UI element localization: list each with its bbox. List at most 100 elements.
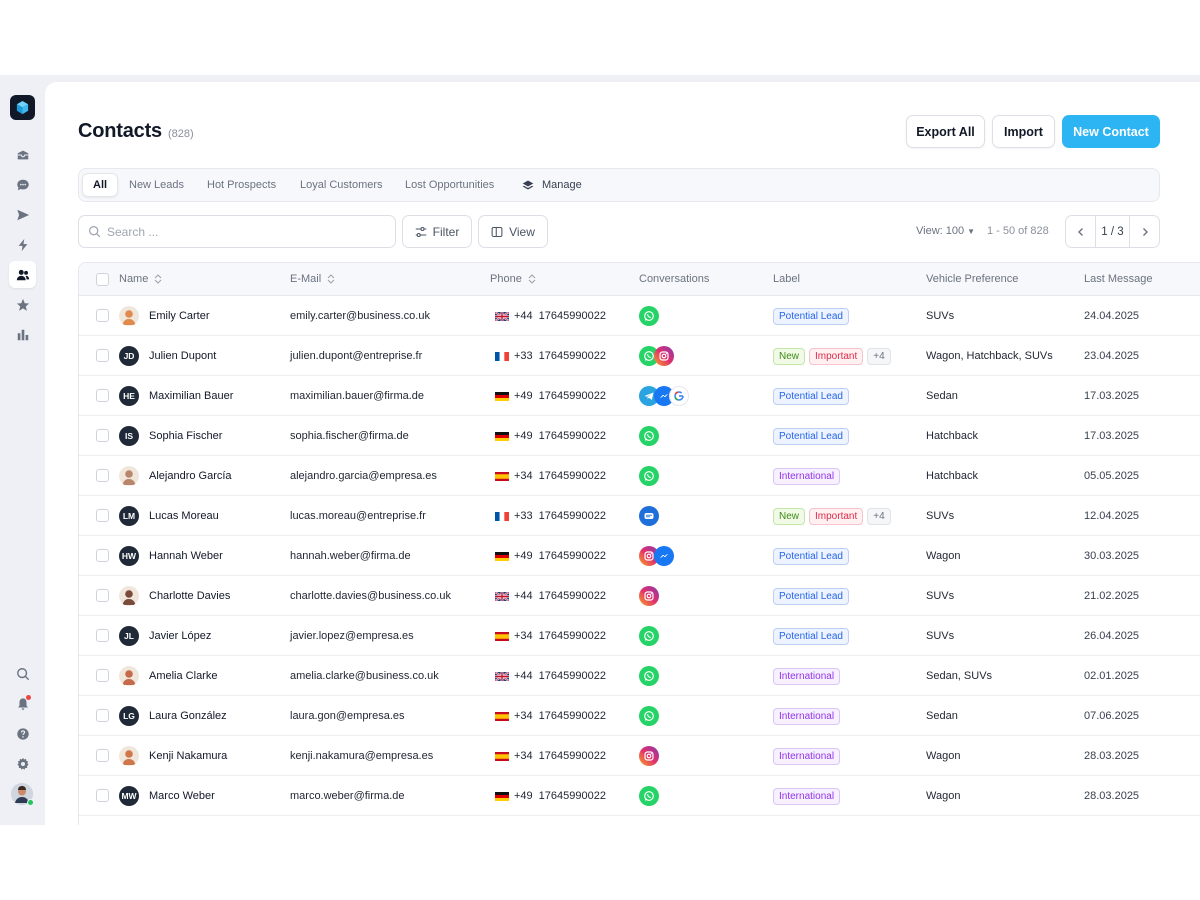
label-badge[interactable]: Important (809, 507, 864, 525)
contact-name[interactable]: Hannah Weber (149, 550, 223, 562)
label-badge[interactable]: International (773, 707, 841, 725)
sidebar-item-inbox[interactable] (9, 141, 36, 168)
table-row[interactable]: Kenji Nakamura kenji.nakamura@empresa.es +… (79, 736, 1200, 776)
whatsapp-icon[interactable] (639, 626, 659, 646)
messenger-icon[interactable] (654, 546, 674, 566)
table-row[interactable]: HE Maximilian Bauer maximilian.bauer@firma… (79, 376, 1200, 416)
contact-name[interactable]: Lucas Moreau (149, 510, 219, 522)
prev-page-button[interactable] (1066, 216, 1095, 247)
sidebar-settings[interactable] (9, 750, 36, 777)
tab-all[interactable]: All (82, 173, 119, 197)
instagram-icon[interactable] (639, 746, 659, 766)
row-checkbox[interactable] (96, 509, 109, 522)
sidebar-notifications[interactable] (9, 690, 36, 717)
view-button[interactable]: View (478, 215, 548, 248)
table-row[interactable]: JD Julien Dupont julien.dupont@entreprise.… (79, 336, 1200, 376)
whatsapp-icon[interactable] (639, 786, 659, 806)
row-checkbox[interactable] (96, 789, 109, 802)
user-avatar[interactable] (11, 783, 34, 806)
contact-name[interactable]: Amelia Clarke (149, 670, 218, 682)
search-input[interactable] (107, 224, 367, 239)
whatsapp-icon[interactable] (639, 426, 659, 446)
filter-button[interactable]: Filter (402, 215, 472, 248)
table-row[interactable]: JL Javier López javier.lopez@empresa.es +34… (79, 616, 1200, 656)
row-checkbox[interactable] (96, 349, 109, 362)
instagram-icon[interactable] (654, 346, 674, 366)
sidebar-item-campaigns[interactable] (9, 201, 36, 228)
tab-hot-prospects[interactable]: Hot Prospects (197, 173, 286, 197)
contact-name[interactable]: Maximilian Bauer (149, 390, 234, 402)
label-badge[interactable]: New (773, 347, 806, 365)
next-page-button[interactable] (1130, 216, 1159, 247)
sidebar-item-analytics[interactable] (9, 321, 36, 348)
label-badge[interactable]: International (773, 787, 841, 805)
sms-icon[interactable] (639, 506, 659, 526)
whatsapp-icon[interactable] (639, 466, 659, 486)
tab-manage[interactable]: Manage (512, 173, 592, 197)
label-badge[interactable]: New (773, 507, 806, 525)
table-row[interactable]: IS Sophia Fischer sophia.fischer@firma.de +… (79, 416, 1200, 456)
table-row[interactable]: Amelia Clarke amelia.clarke@business.co.u… (79, 656, 1200, 696)
label-badge[interactable]: Potential Lead (773, 627, 849, 645)
contact-name[interactable]: Sophia Fischer (149, 430, 223, 442)
contact-name[interactable]: Marco Weber (149, 790, 215, 802)
label-badge[interactable]: Potential Lead (773, 427, 849, 445)
contact-name[interactable]: Julien Dupont (149, 350, 217, 362)
column-header-name[interactable]: Name (119, 273, 162, 285)
table-row[interactable]: Emily Carter emily.carter@business.co.uk +… (79, 296, 1200, 336)
table-row[interactable]: MW Marco Weber marco.weber@firma.de +49 1764… (79, 776, 1200, 816)
table-row[interactable]: HW Hannah Weber hannah.weber@firma.de +49 17… (79, 536, 1200, 576)
row-checkbox[interactable] (96, 309, 109, 322)
row-checkbox[interactable] (96, 669, 109, 682)
tab-loyal-customers[interactable]: Loyal Customers (290, 173, 393, 197)
contact-name[interactable]: Javier López (149, 630, 212, 642)
column-header-conversations[interactable]: Conversations (639, 273, 709, 285)
contact-name[interactable]: Laura González (149, 710, 227, 722)
sidebar-item-chats[interactable] (9, 171, 36, 198)
contact-name[interactable]: Kenji Nakamura (149, 750, 228, 762)
export-all-button[interactable]: Export All (906, 115, 985, 148)
row-checkbox[interactable] (96, 389, 109, 402)
column-header-phone[interactable]: Phone (490, 273, 536, 285)
label-badge[interactable]: International (773, 747, 841, 765)
row-checkbox[interactable] (96, 589, 109, 602)
column-header-email[interactable]: E-Mail (290, 273, 335, 285)
row-checkbox[interactable] (96, 549, 109, 562)
label-badge[interactable]: +4 (867, 507, 891, 525)
row-checkbox[interactable] (96, 709, 109, 722)
whatsapp-icon[interactable] (639, 706, 659, 726)
tab-lost-opportunities[interactable]: Lost Opportunities (395, 173, 504, 197)
select-all-checkbox[interactable] (96, 273, 109, 286)
row-checkbox[interactable] (96, 469, 109, 482)
label-badge[interactable]: Potential Lead (773, 307, 849, 325)
table-row[interactable]: Charlotte Davies charlotte.davies@busines… (79, 576, 1200, 616)
label-badge[interactable]: +4 (867, 347, 891, 365)
label-badge[interactable]: International (773, 667, 841, 685)
label-badge[interactable]: International (773, 467, 841, 485)
column-header-vehicle[interactable]: Vehicle Preference (926, 273, 1018, 285)
google-icon[interactable] (669, 386, 689, 406)
row-checkbox[interactable] (96, 629, 109, 642)
label-badge[interactable]: Potential Lead (773, 587, 849, 605)
whatsapp-icon[interactable] (639, 666, 659, 686)
view-count-select[interactable]: View: 100 ▼ (916, 225, 975, 237)
row-checkbox[interactable] (96, 749, 109, 762)
column-header-label[interactable]: Label (773, 273, 800, 285)
sidebar-search[interactable] (9, 660, 36, 687)
whatsapp-icon[interactable] (639, 306, 659, 326)
new-contact-button[interactable]: New Contact (1062, 115, 1160, 148)
instagram-icon[interactable] (639, 586, 659, 606)
app-logo-icon[interactable] (10, 95, 35, 120)
contact-name[interactable]: Alejandro García (149, 470, 232, 482)
sidebar-item-favorites[interactable] (9, 291, 36, 318)
contact-name[interactable]: Emily Carter (149, 310, 210, 322)
tab-new-leads[interactable]: New Leads (119, 173, 194, 197)
table-row[interactable]: LM Lucas Moreau lucas.moreau@entreprise.fr… (79, 496, 1200, 536)
table-row[interactable]: LG Laura González laura.gon@empresa.es +34 1… (79, 696, 1200, 736)
label-badge[interactable]: Important (809, 347, 864, 365)
import-button[interactable]: Import (992, 115, 1055, 148)
sidebar-help[interactable] (9, 720, 36, 747)
row-checkbox[interactable] (96, 429, 109, 442)
sidebar-item-automations[interactable] (9, 231, 36, 258)
column-header-last-message[interactable]: Last Message (1084, 273, 1152, 285)
